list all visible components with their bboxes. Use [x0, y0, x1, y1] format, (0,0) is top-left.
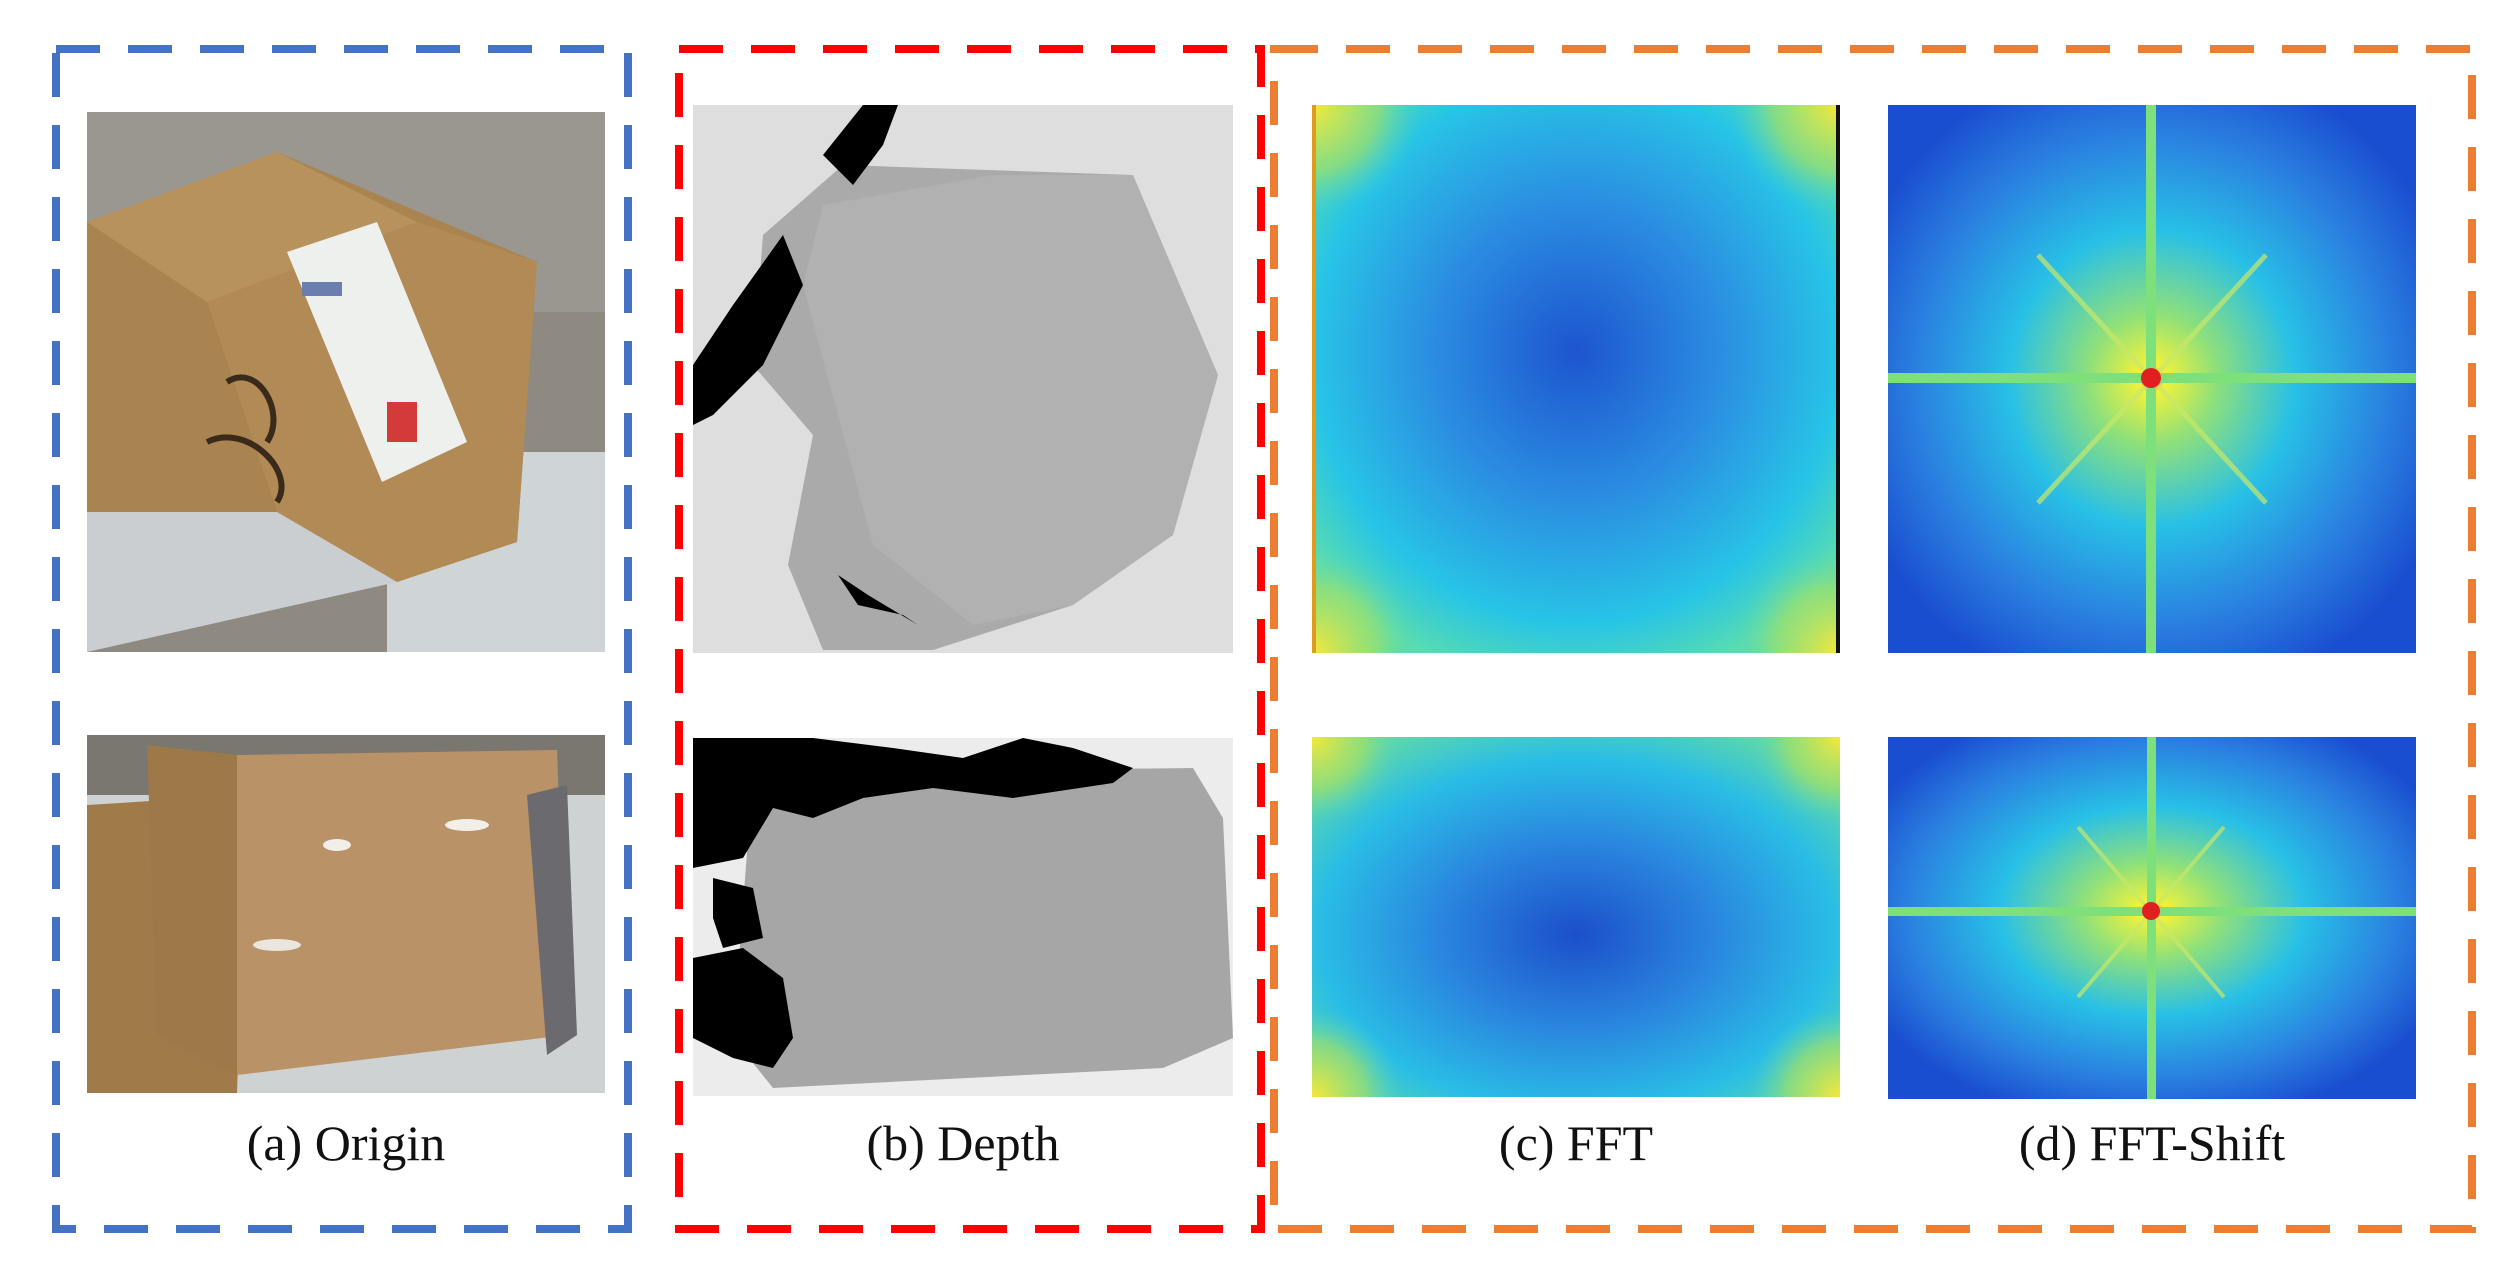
fft-image-top: [1312, 105, 1840, 653]
fft-image-bottom: [1312, 737, 1840, 1097]
origin-image-bottom: [87, 735, 605, 1093]
origin-caption: (a) Origin: [246, 1115, 446, 1171]
depth-image-bottom: [693, 738, 1233, 1096]
depth-image-top: [693, 105, 1233, 653]
fft-shift-image-bottom: [1888, 737, 2416, 1099]
fft-shift-image-top: [1888, 105, 2416, 653]
origin-group-frame: [52, 45, 632, 1233]
depth-caption: (b) Depth: [866, 1115, 1060, 1171]
fft-group-frame: [1270, 45, 2476, 1233]
fft-shift-caption: (d) FFT-Shift: [2018, 1115, 2286, 1171]
fft-caption: (c) FFT: [1498, 1115, 1654, 1171]
depth-group-frame: [675, 45, 1265, 1233]
origin-image-top: [87, 112, 605, 652]
